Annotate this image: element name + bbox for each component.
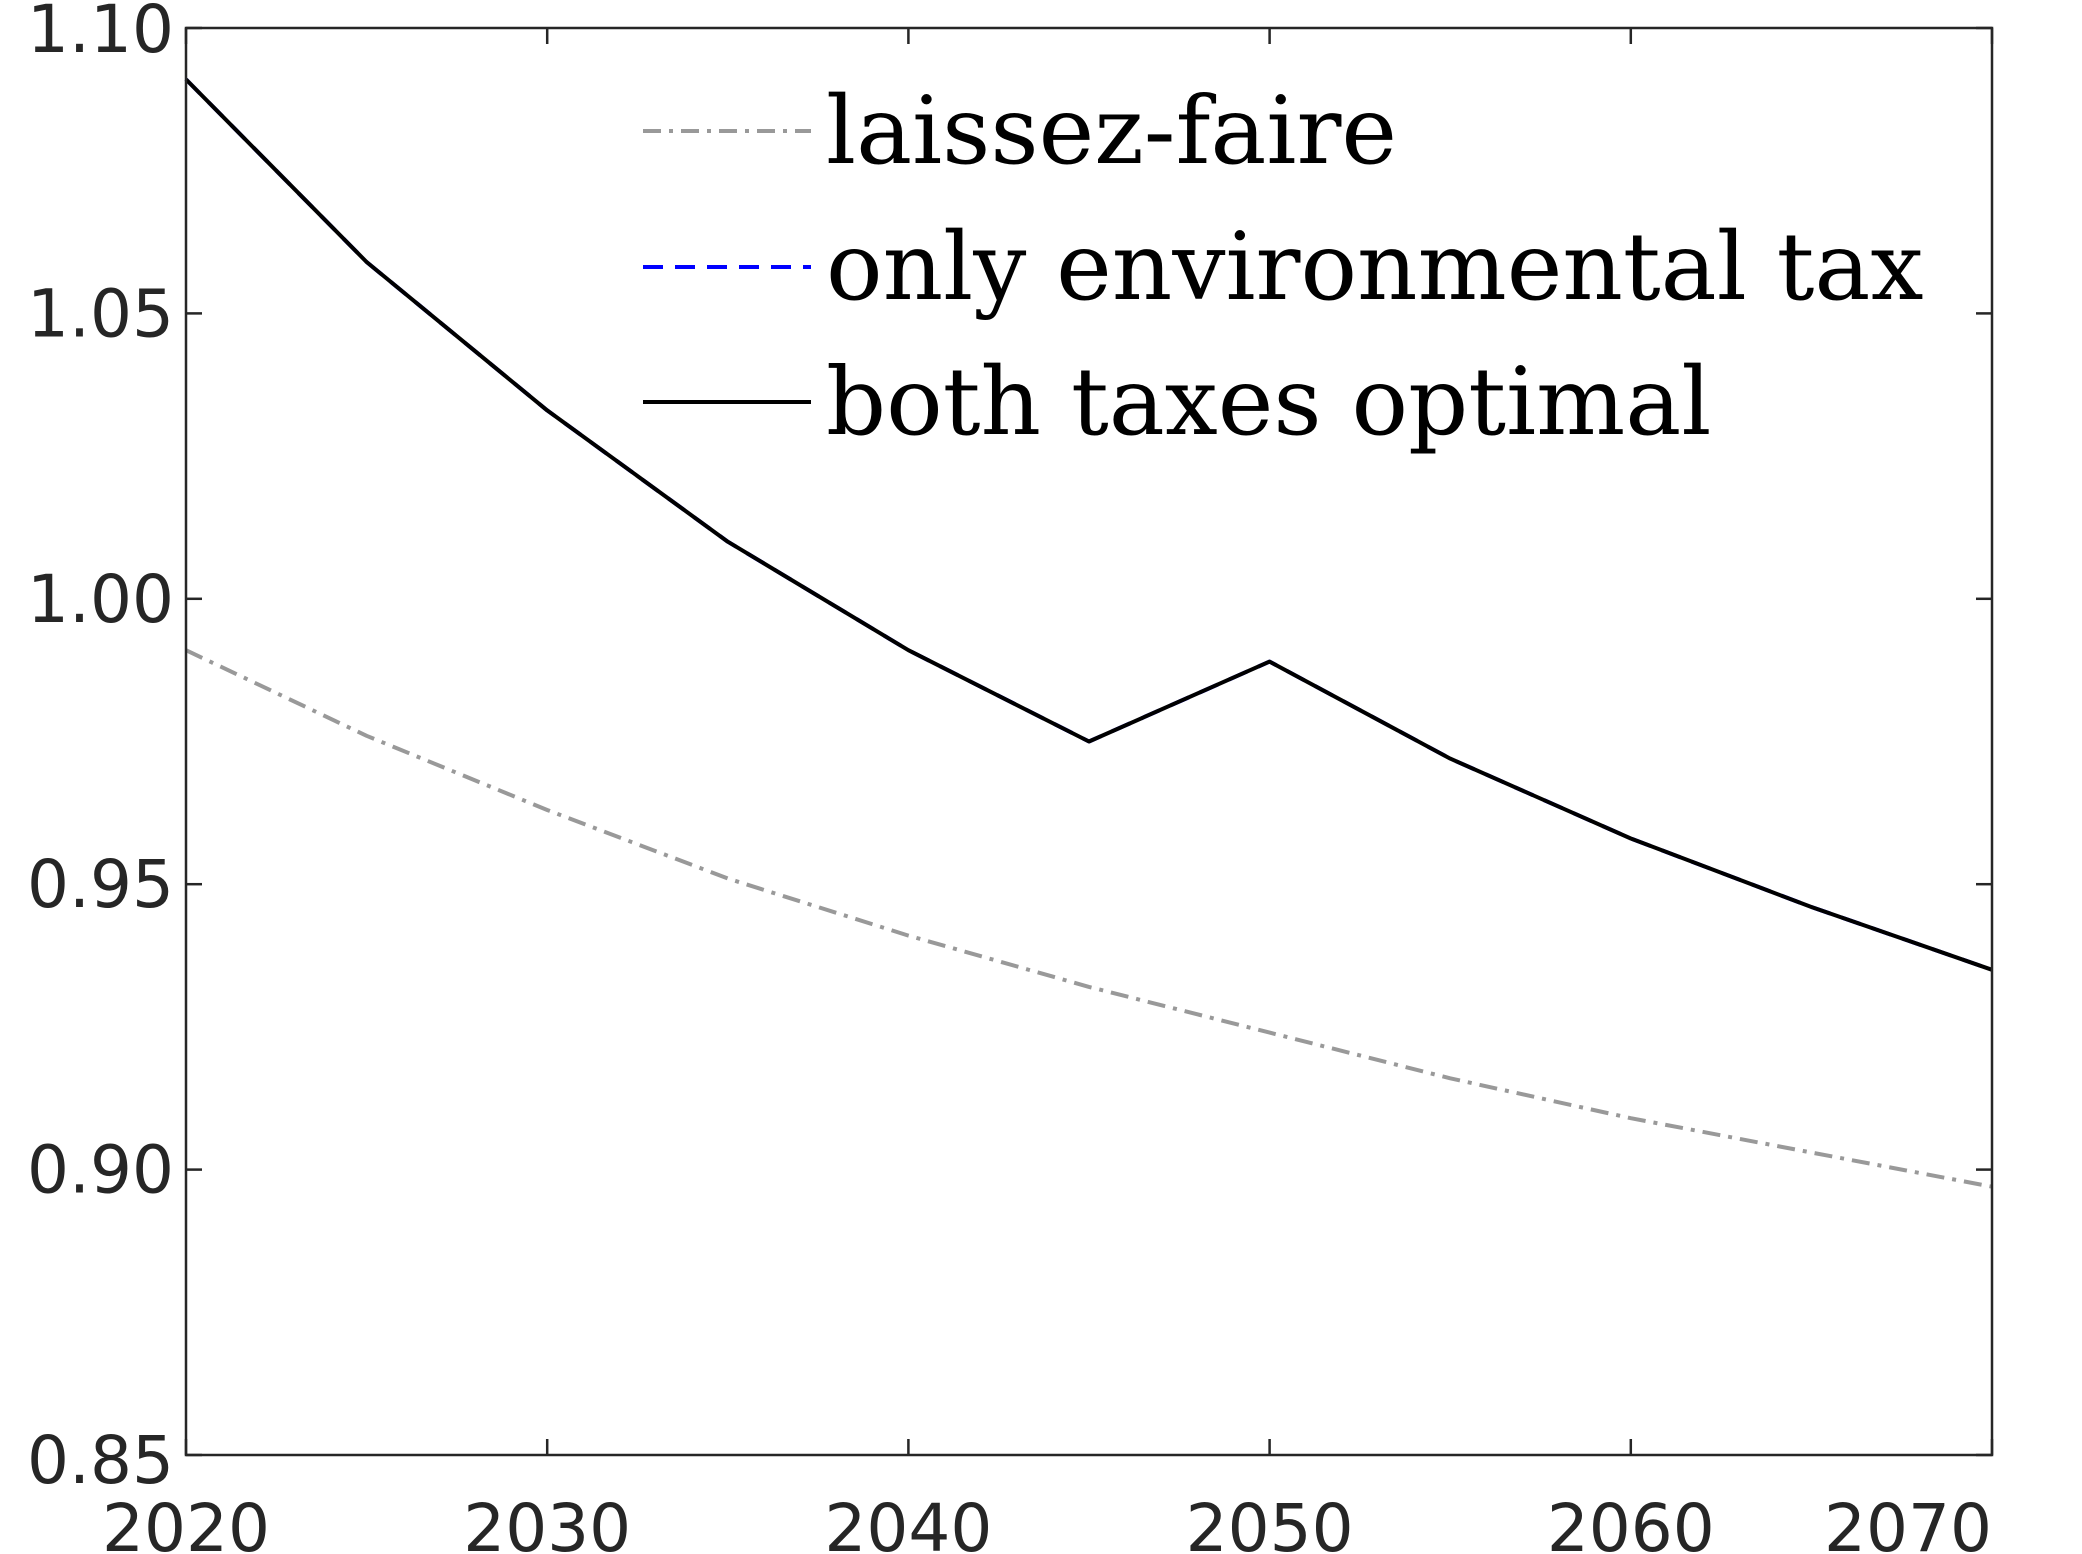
y-tick-label: 0.95 [27, 846, 174, 923]
legend: laissez-faire only environmental tax bot… [643, 77, 1923, 457]
x-tick-label: 2040 [824, 1490, 992, 1554]
x-tick-label: 2070 [1824, 1490, 1992, 1554]
y-tick-label: 0.85 [27, 1422, 174, 1499]
series-line-laissez-faire [185, 648, 1993, 1189]
y-tick-label: 1.10 [27, 0, 174, 68]
x-tick-label: 2030 [463, 1490, 631, 1554]
series-layer [184, 77, 1993, 1189]
x-tick-label: 2060 [1547, 1490, 1715, 1554]
x-tick-label: 2050 [1186, 1490, 1354, 1554]
legend-label-both-taxes-optimal: both taxes optimal [826, 348, 1711, 457]
series-line-both-taxes-optimal [184, 77, 1993, 972]
y-tick-label: 0.90 [27, 1132, 174, 1209]
y-tick-label: 1.00 [27, 561, 174, 638]
x-tick-label: 2020 [102, 1490, 270, 1554]
legend-label-laissez-faire: laissez-faire [826, 77, 1397, 186]
axis-ticks: 2020 2030 2040 2050 2060 2070 0.85 0.90 0.95 1.00… [27, 0, 1994, 1554]
legend-label-only-environmental-tax: only environmental tax [826, 213, 1923, 322]
plot-area-frame [184, 26, 1994, 1457]
y-tick-label: 1.05 [27, 275, 174, 352]
